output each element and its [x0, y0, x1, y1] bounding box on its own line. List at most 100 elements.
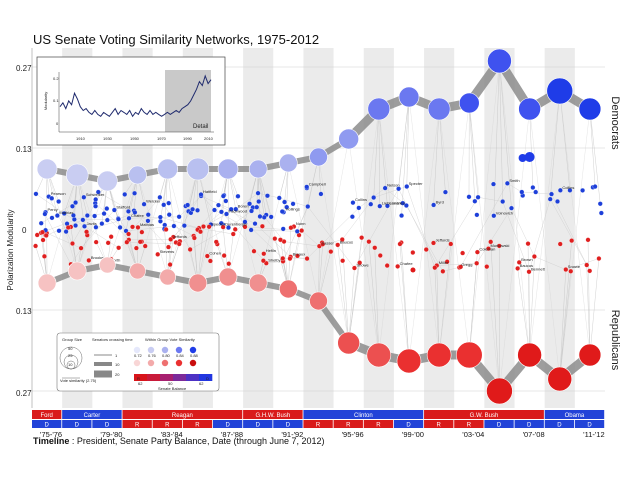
senator-label: Brooke — [91, 255, 104, 260]
republican-senator-node — [526, 269, 532, 275]
legend-rep-similarity-dot — [133, 359, 141, 367]
democrat-senator-node — [261, 214, 267, 220]
democrat-senator-node — [157, 214, 163, 220]
senator-label: Landrieu — [389, 200, 405, 205]
senator-label: Campbell — [309, 181, 326, 186]
senator-label: Specter — [211, 221, 225, 226]
republican-senator-node — [584, 262, 590, 268]
democrat-senator-node — [171, 223, 177, 229]
republican-senator-node — [496, 243, 502, 249]
republican-senator-node — [135, 224, 141, 230]
republican-senator-node — [448, 241, 454, 247]
democrat-senator-node — [519, 189, 525, 195]
democrat-senator-node — [598, 210, 604, 216]
network-edge — [137, 168, 168, 272]
legend-balance-swatch — [147, 374, 161, 381]
legend-dem-similarity-dot — [175, 346, 183, 354]
network-edge — [559, 269, 566, 380]
republican-senator-node — [569, 238, 575, 244]
democrat-senator-node — [56, 199, 62, 204]
democrat-senator-node — [49, 195, 55, 201]
network-edge — [469, 60, 500, 356]
republican-senator-node — [563, 267, 569, 273]
network-edge — [401, 242, 410, 362]
legend-balance-bar — [134, 374, 213, 381]
senate-party-cell — [152, 420, 182, 428]
democrat-senator-node — [252, 221, 258, 227]
date-label: '99-'00 — [402, 430, 424, 439]
democrat-senator-node — [256, 199, 262, 204]
senate-party-label: D — [75, 423, 80, 429]
legend-within-value: 0.88 — [190, 353, 199, 358]
network-edge — [559, 240, 572, 380]
senate-party-label: R — [437, 423, 442, 429]
democrat-senator-node — [304, 184, 310, 190]
republican-senator-node — [288, 225, 294, 231]
republican-senator-node — [221, 253, 227, 259]
democrat-senator-node — [474, 212, 480, 218]
democrat-senator-node — [254, 204, 260, 210]
republican-senator-node — [93, 239, 99, 245]
democrat-senator-node — [279, 209, 285, 214]
network-edge — [589, 258, 600, 356]
network-edge — [550, 90, 560, 200]
y-tick-label: 0.13 — [16, 307, 32, 316]
senator-label: Murkowski — [490, 243, 509, 248]
senate-party-cell — [303, 420, 333, 428]
network-edge — [434, 267, 440, 356]
republican-senator-node — [525, 241, 531, 247]
democrat-senator-node — [349, 214, 355, 220]
senator-label: Collins — [355, 197, 367, 202]
senator-label: Stafford — [116, 205, 130, 210]
republican-senator-node — [105, 240, 111, 246]
democrat-senator-node — [141, 201, 147, 207]
y-tick-label: 0.27 — [16, 64, 32, 73]
senate-party-cell — [363, 420, 394, 428]
legend: Group Size 50 25 10 Vote similarity (2.7… — [56, 332, 220, 392]
network-edge — [517, 268, 530, 356]
legend-dem-similarity-dot — [133, 346, 141, 354]
timeline-caption: Timeline : President, Senate Party Balan… — [33, 436, 325, 446]
network-edge — [408, 108, 440, 362]
president-bar — [424, 410, 544, 419]
senator-nodes — [33, 180, 604, 275]
republican-senator-node — [176, 241, 182, 247]
senator-label: Lieberman — [382, 201, 401, 206]
senator-label: Cohen — [209, 251, 221, 256]
network-edge — [235, 193, 259, 210]
chart-title: US Senate Voting Similarity Networks, 19… — [33, 32, 319, 47]
senator-label: Miller — [439, 260, 449, 265]
network-edge — [587, 239, 591, 356]
republicans-label: Republicans — [609, 310, 621, 371]
democrat-senator-node — [472, 198, 478, 204]
senate-party-label: R — [195, 423, 200, 429]
inset-y-tick: 0.2 — [53, 76, 59, 81]
network-edge — [438, 108, 470, 356]
republican-senator-node — [251, 248, 257, 254]
network-edge — [197, 168, 229, 284]
republican-senator-node — [328, 249, 334, 255]
senator-label: Jeffords — [173, 234, 187, 239]
republican-senator-node — [204, 253, 210, 259]
republican-group-circle — [578, 343, 602, 367]
democrat-senator-node — [176, 214, 182, 220]
senate-party-label: D — [557, 423, 562, 429]
democrat-senator-node — [117, 224, 123, 230]
network-edge — [337, 244, 349, 344]
congress-stripe — [243, 48, 274, 408]
democrat-senator-node — [198, 192, 204, 197]
date-label: '03-'04 — [462, 430, 484, 439]
democrat-senator-node — [104, 206, 110, 212]
president-bar — [62, 410, 122, 419]
inset-x-tick: 1970 — [157, 136, 167, 141]
republican-senator-node — [410, 250, 416, 255]
network-edge — [586, 265, 591, 356]
network-edge — [173, 225, 194, 237]
republican-senator-node — [395, 263, 401, 269]
republican-senator-node — [166, 244, 171, 250]
democrat-senator-node — [248, 227, 254, 233]
democrat-group-circle — [338, 128, 359, 150]
democrat-senator-node — [280, 226, 286, 232]
president-label: Carter — [84, 413, 101, 419]
